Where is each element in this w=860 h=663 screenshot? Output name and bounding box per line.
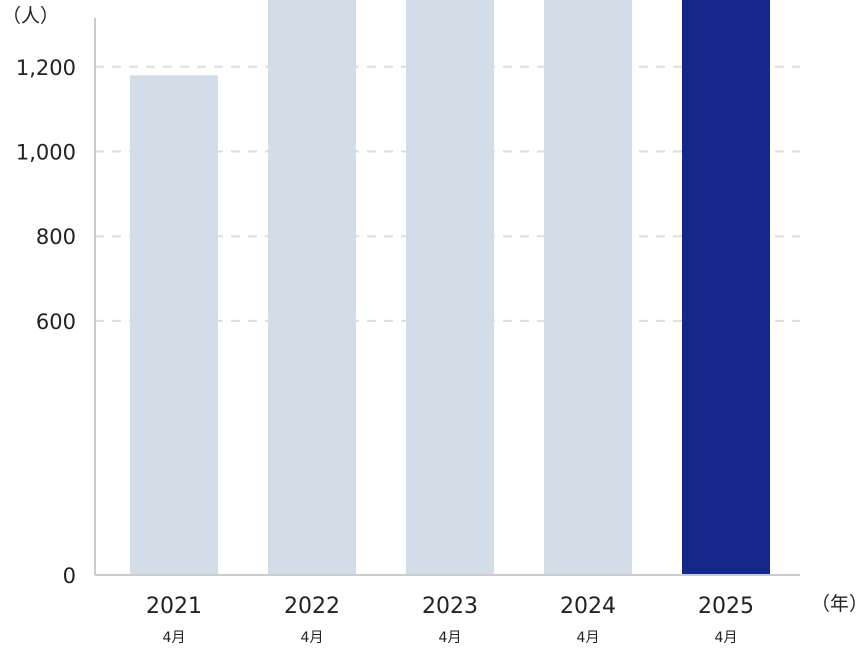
x-sub-label: 4月 [439, 630, 462, 646]
x-axis-labels: 2021 4月 2022 4月 2023 4月 2024 4月 2025 4月 [146, 594, 754, 646]
bar [682, 0, 770, 576]
x-tick-label: 2022 [284, 594, 340, 619]
x-tick-label: 2023 [422, 594, 478, 619]
x-sub-label: 4月 [715, 630, 738, 646]
bars [130, 0, 770, 576]
bar [406, 0, 494, 576]
x-tick-label: 2021 [146, 594, 202, 619]
bar [268, 0, 356, 576]
y-tick-label: 1,000 [16, 141, 76, 165]
x-sub-label: 4月 [577, 630, 600, 646]
y-axis-unit-label: （人） [2, 5, 59, 27]
y-tick-label: 600 [36, 310, 76, 334]
x-sub-label: 4月 [163, 630, 186, 646]
y-tick-label: 1,200 [16, 56, 76, 80]
y-tick-label: 800 [36, 225, 76, 249]
y-tick-label: 0 [63, 564, 76, 588]
x-tick-label: 2024 [560, 594, 616, 619]
bar [130, 75, 218, 576]
x-sub-label: 4月 [301, 630, 324, 646]
x-tick-label: 2025 [698, 594, 754, 619]
bar [544, 0, 632, 575]
x-axis-unit-label: （年） [811, 593, 860, 615]
